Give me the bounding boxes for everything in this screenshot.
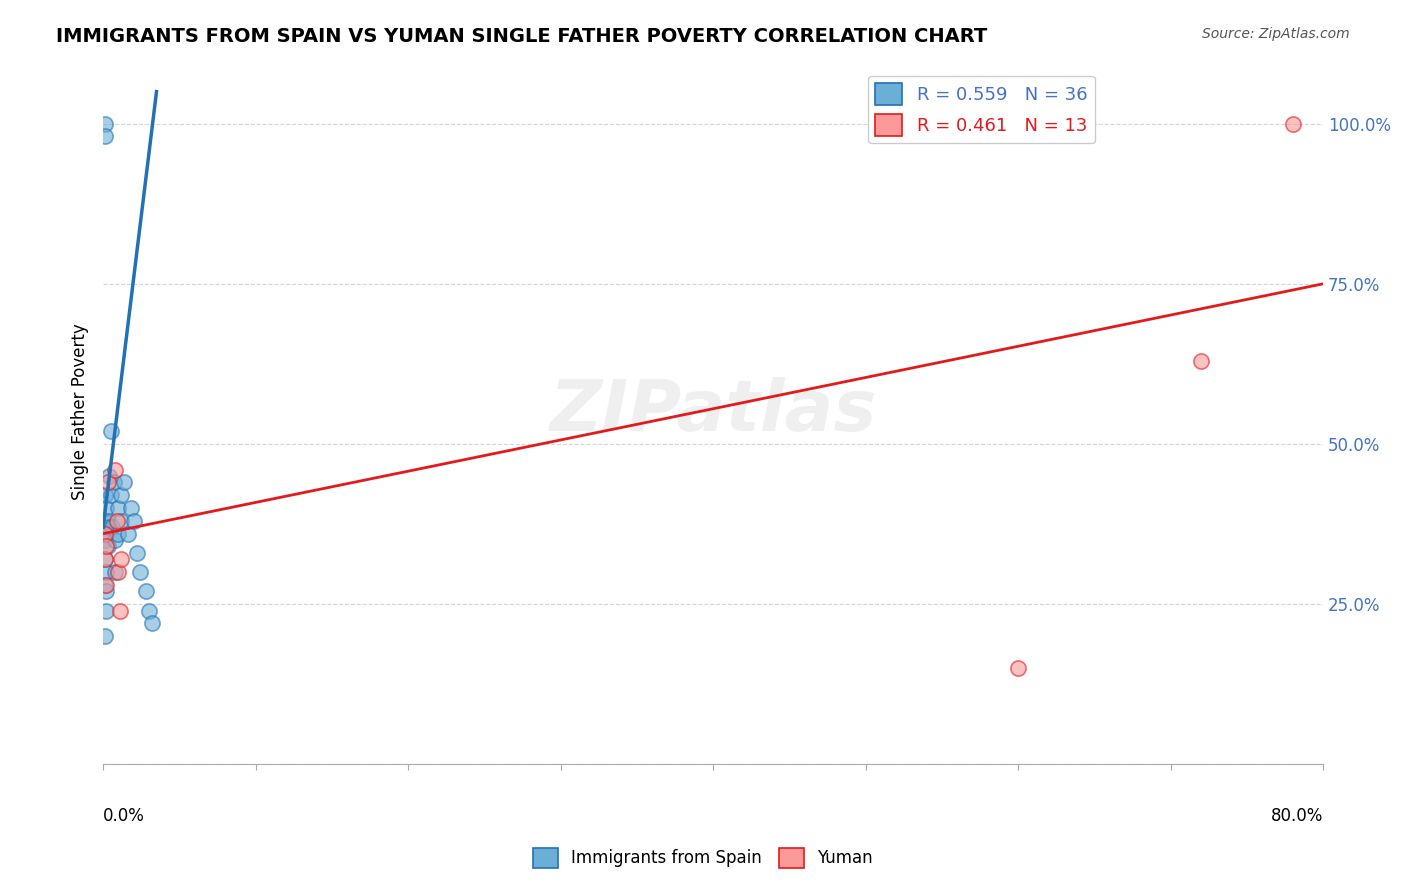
Point (101, 520, 124, 534)
Point (110, 488, 132, 502)
Point (1007, 661, 1029, 675)
Point (117, 526, 139, 541)
Text: Source: ZipAtlas.com: Source: ZipAtlas.com (1202, 27, 1350, 41)
Point (104, 533, 127, 547)
Point (93, 552, 115, 566)
Text: 0.0%: 0.0% (103, 806, 145, 824)
Point (93, 129, 115, 144)
Point (97, 475, 120, 490)
Point (120, 501, 142, 516)
Point (135, 584, 157, 599)
Legend: R = 0.559   N = 36, R = 0.461   N = 13: R = 0.559 N = 36, R = 0.461 N = 13 (868, 76, 1094, 144)
Point (93, 526, 115, 541)
Point (114, 475, 136, 490)
Point (93, 629, 115, 643)
Point (98, 469, 121, 483)
Point (93, 533, 115, 547)
Y-axis label: Single Father Poverty: Single Father Poverty (72, 324, 89, 500)
Point (138, 603, 160, 617)
Point (97, 514, 120, 528)
Point (104, 565, 127, 579)
Point (93, 578, 115, 592)
Legend: Immigrants from Spain, Yuman: Immigrants from Spain, Yuman (526, 841, 880, 875)
Point (107, 501, 129, 516)
Point (93, 488, 115, 502)
Point (125, 546, 148, 560)
Point (100, 424, 122, 438)
Point (96, 584, 118, 599)
Point (110, 514, 132, 528)
Point (1189, 353, 1212, 368)
Point (108, 603, 131, 617)
Point (98, 520, 121, 534)
Point (128, 565, 150, 579)
Point (100, 488, 122, 502)
Point (97, 540, 120, 554)
Point (96, 526, 118, 541)
Point (104, 462, 127, 476)
Point (122, 514, 145, 528)
Point (110, 552, 132, 566)
Point (93, 514, 115, 528)
Point (93, 117, 115, 131)
Point (105, 514, 128, 528)
Point (96, 501, 118, 516)
Point (96, 540, 118, 554)
Point (93, 552, 115, 566)
Text: IMMIGRANTS FROM SPAIN VS YUMAN SINGLE FATHER POVERTY CORRELATION CHART: IMMIGRANTS FROM SPAIN VS YUMAN SINGLE FA… (56, 27, 987, 45)
Point (103, 475, 125, 490)
Point (107, 526, 129, 541)
Point (1281, 117, 1303, 131)
Text: 80.0%: 80.0% (1271, 806, 1323, 824)
Point (96, 603, 118, 617)
Point (141, 616, 163, 631)
Point (107, 565, 129, 579)
Text: ZIPatlas: ZIPatlas (550, 377, 877, 446)
Point (96, 565, 118, 579)
Point (96, 578, 118, 592)
